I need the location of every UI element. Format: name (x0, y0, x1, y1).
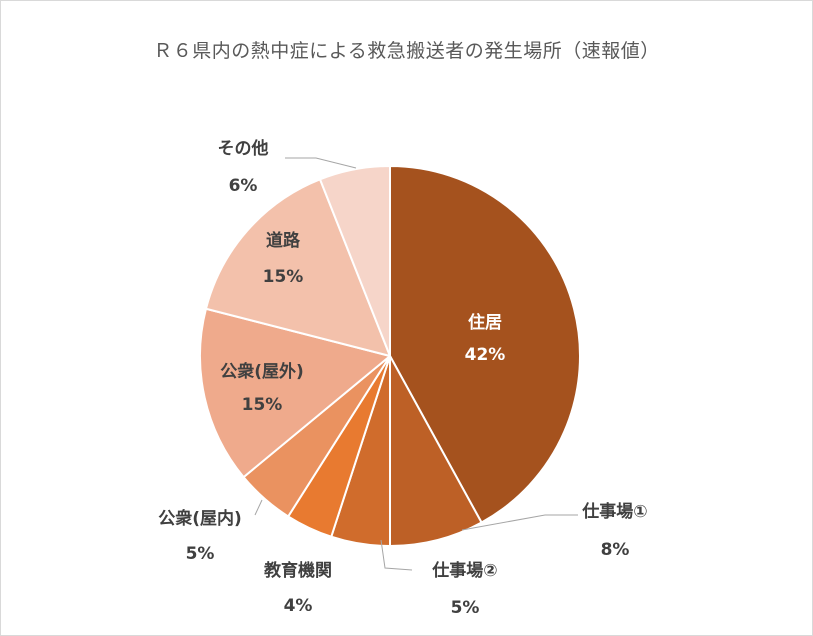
pie-slice-8 (319, 165, 391, 357)
chart-title: Ｒ６県内の熱中症による救急搬送者の発生場所（速報値） (153, 40, 660, 62)
slice-label-8: その他 (218, 138, 269, 159)
slice-percent-3: 5% (451, 598, 480, 618)
slice-percent-5: 5% (186, 544, 215, 564)
pie-slice-2 (389, 355, 483, 547)
slice-percent-7: 15% (263, 267, 304, 287)
slice-label-4: 教育機関 (263, 560, 332, 581)
pie-slice-1 (389, 165, 581, 524)
slice-label-3: 仕事場② (431, 560, 497, 581)
slice-percent-8: 6% (229, 176, 258, 196)
slice-label-5: 公衆(屋内) (158, 508, 242, 529)
leader-line-5 (254, 499, 263, 516)
leader-line-3 (380, 539, 413, 571)
leader-line-2 (461, 514, 578, 531)
slice-label-2: 仕事場① (581, 501, 647, 522)
pie-slice-7 (204, 178, 391, 357)
slice-percent-6: 15% (242, 395, 283, 415)
leader-line-8 (285, 157, 357, 169)
pie-slice-6 (199, 307, 391, 479)
slice-percent-1: 42% (465, 345, 506, 365)
slice-percent-2: 8% (601, 540, 630, 560)
slice-label-6: 公衆(屋外) (220, 361, 304, 382)
slice-label-7: 道路 (266, 230, 301, 251)
slice-label-1: 住居 (468, 312, 502, 333)
slice-percent-4: 4% (284, 596, 313, 616)
